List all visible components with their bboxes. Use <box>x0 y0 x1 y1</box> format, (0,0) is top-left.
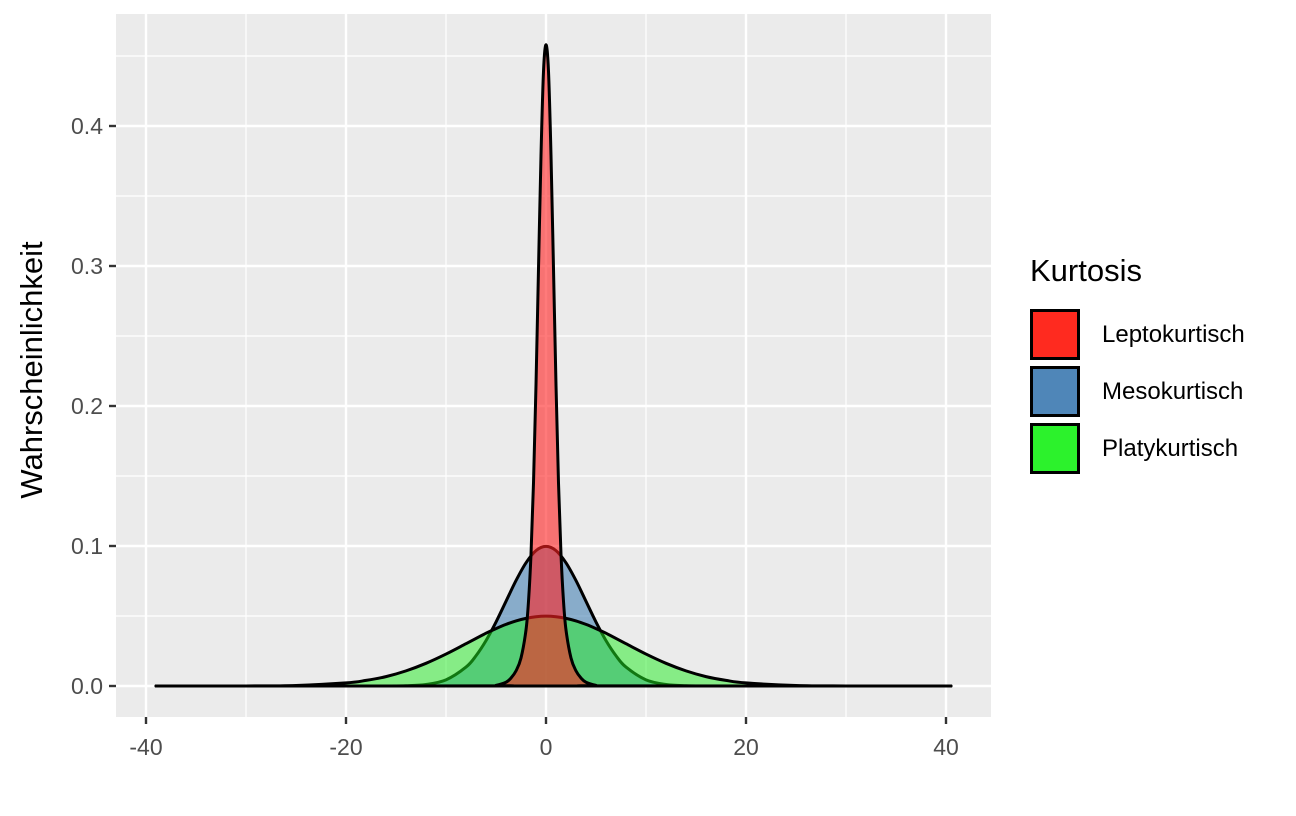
x-tick-label: 0 <box>540 734 553 760</box>
y-tick-label: 0.3 <box>71 253 103 279</box>
y-axis-title: Wahrscheinlichkeit <box>14 241 49 499</box>
legend: Kurtosis Leptokurtisch Mesokurtisch Plat… <box>1030 252 1245 477</box>
legend-key-leptokurtisch <box>1030 309 1080 360</box>
y-tick-label: 0.2 <box>71 393 103 419</box>
density-area <box>154 43 953 688</box>
density-areas <box>154 43 953 688</box>
legend-key-platykurtisch <box>1030 423 1080 474</box>
legend-title: Kurtosis <box>1030 253 1142 288</box>
legend-label: Leptokurtisch <box>1102 320 1245 348</box>
x-tick-label: -20 <box>329 734 362 760</box>
legend-item-platykurtisch: Platykurtisch <box>1030 420 1245 477</box>
axis-ticks <box>109 124 948 724</box>
series-leptokurtisch <box>154 43 953 688</box>
legend-key-mesokurtisch <box>1030 366 1080 417</box>
y-tick-label: 0.0 <box>71 673 103 699</box>
legend-item-mesokurtisch: Mesokurtisch <box>1030 363 1245 420</box>
legend-label: Mesokurtisch <box>1102 377 1244 405</box>
legend-item-leptokurtisch: Leptokurtisch <box>1030 306 1245 363</box>
y-axis-tick-labels: 0.0 0.1 0.2 0.3 0.4 <box>71 113 103 699</box>
y-tick-label: 0.4 <box>71 113 103 139</box>
legend-label: Platykurtisch <box>1102 434 1239 462</box>
x-axis-tick-labels: -40 -20 0 20 40 <box>129 734 958 760</box>
y-tick-label: 0.1 <box>71 533 103 559</box>
x-tick-label: 40 <box>933 734 959 760</box>
x-tick-label: 20 <box>733 734 759 760</box>
x-tick-label: -40 <box>129 734 162 760</box>
